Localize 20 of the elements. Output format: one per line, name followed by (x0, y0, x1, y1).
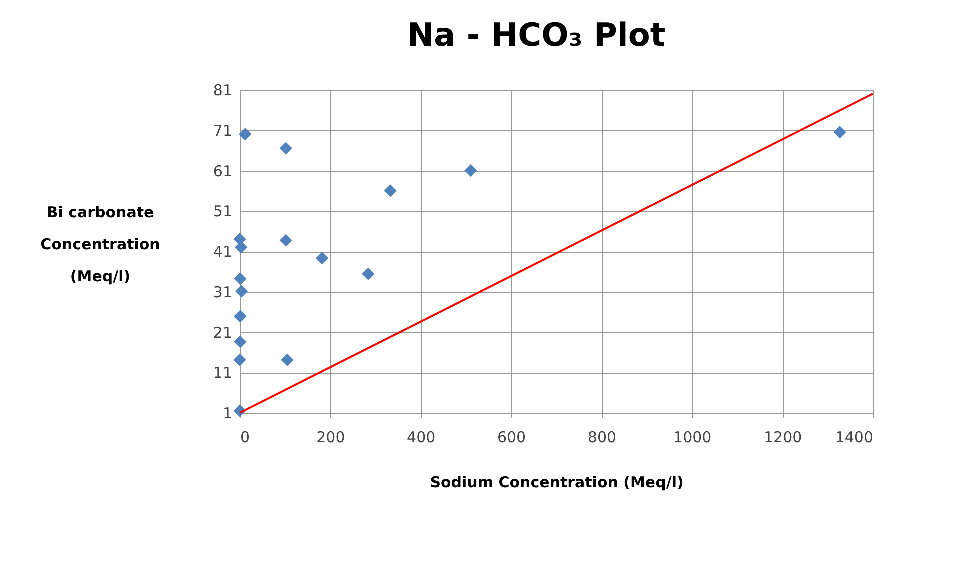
x-tick-label: 1000 (674, 428, 712, 446)
y-tick-label: 71 (213, 122, 232, 140)
x-tick-label: 0 (240, 428, 250, 446)
y-tick-label: 51 (213, 202, 232, 221)
x-tick-label: 1400 (835, 428, 874, 446)
x-tick-label: 800 (588, 428, 617, 446)
y-tick-label: 1 (222, 404, 232, 422)
x-axis-title: Sodium Concentration (Meq/l) (430, 474, 684, 492)
x-tick-label: 1200 (764, 428, 802, 446)
y-axis-title: Bi carbonate Concentration (Meq/l) (40, 204, 160, 286)
y-tick-label: 31 (213, 283, 232, 302)
y-tick-label: 41 (213, 243, 232, 261)
y-tick-label: 61 (213, 162, 232, 180)
chart-title: Na - HCO₃ Plot (407, 16, 666, 54)
y-tick-label: 81 (213, 82, 232, 100)
x-tick-label: 400 (407, 428, 436, 446)
y-tick-label: 21 (213, 324, 232, 342)
x-tick-label: 600 (497, 428, 526, 446)
x-tick-label: 200 (316, 428, 346, 446)
y-tick-label: 11 (213, 364, 232, 382)
